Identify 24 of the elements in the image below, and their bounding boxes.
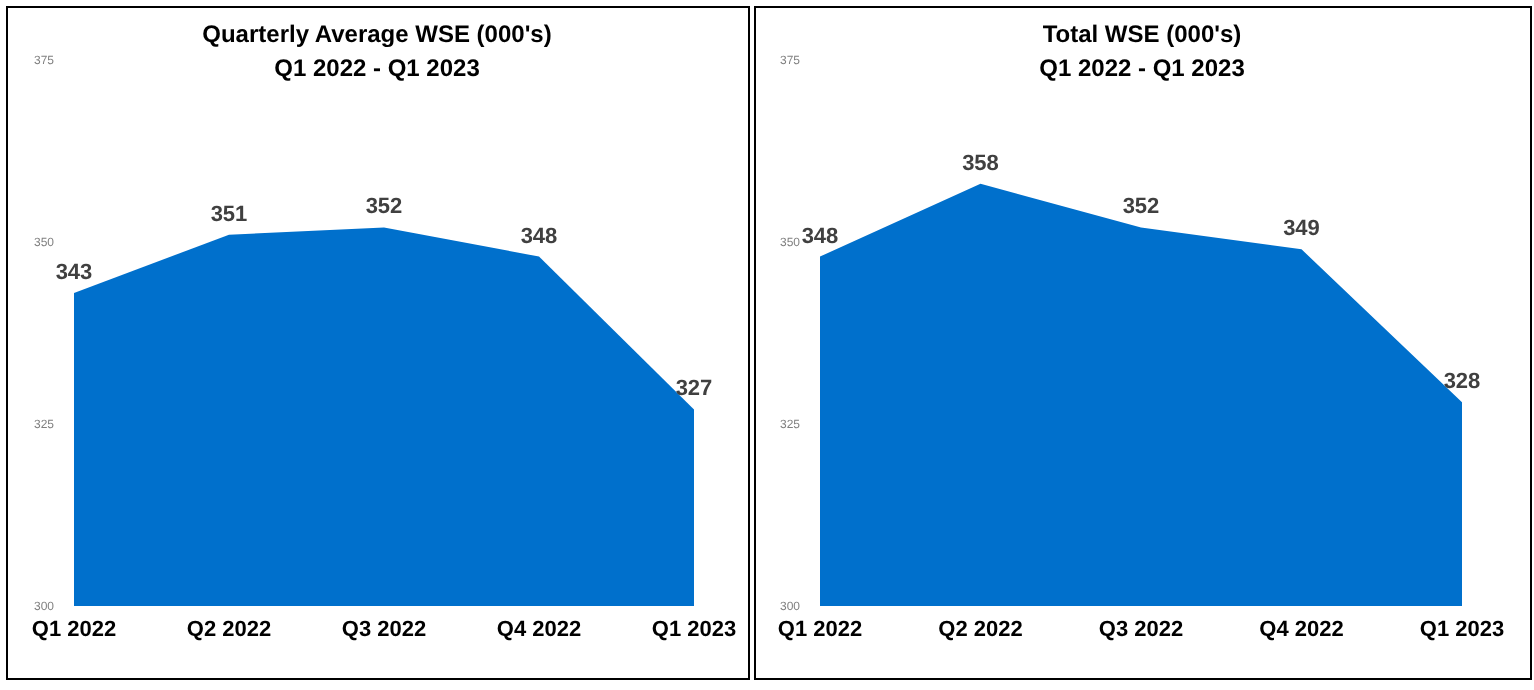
- x-tick-label: Q4 2022: [1259, 618, 1344, 642]
- x-tick-label: Q2 2022: [186, 618, 272, 642]
- x-tick-label: Q4 2022: [496, 618, 582, 642]
- data-label: 358: [962, 151, 999, 176]
- data-label: 343: [55, 260, 93, 285]
- chart-title: Total WSE (000's): [1042, 20, 1242, 48]
- chart-subtitle: Q1 2022 - Q1 2023: [1039, 54, 1246, 82]
- data-label: 348: [801, 224, 839, 249]
- data-label: 351: [210, 202, 248, 227]
- chart-title: Quarterly Average WSE (000's): [202, 20, 552, 48]
- data-label: 352: [1122, 195, 1160, 220]
- x-tick-label: Q1 2022: [31, 618, 117, 642]
- x-tick-label: Q1 2022: [777, 618, 863, 642]
- data-label: 328: [1443, 370, 1481, 395]
- x-tick-label: Q3 2022: [1098, 618, 1184, 642]
- x-tick-label: Q1 2023: [651, 618, 737, 642]
- x-tick-label: Q2 2022: [938, 618, 1023, 642]
- data-label: 327: [675, 377, 713, 402]
- data-label: 349: [1283, 217, 1320, 242]
- data-label: 348: [520, 224, 558, 249]
- data-label: 352: [365, 195, 403, 220]
- chart-subtitle: Q1 2022 - Q1 2023: [274, 54, 481, 82]
- x-tick-label: Q3 2022: [341, 618, 427, 642]
- x-tick-label: Q1 2023: [1419, 618, 1505, 642]
